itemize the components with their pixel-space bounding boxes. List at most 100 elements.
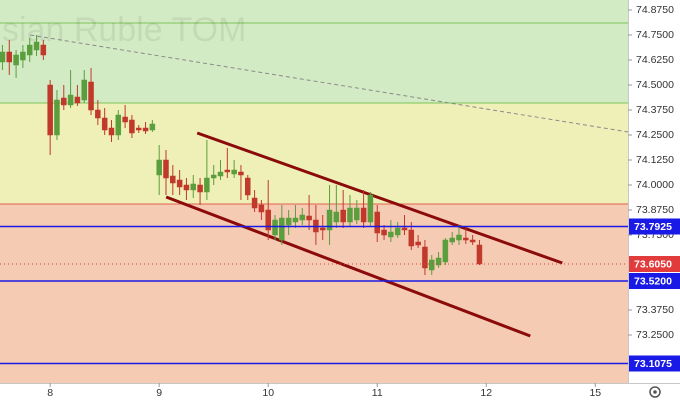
gear[interactable] [649,386,661,398]
candle-body [347,207,353,223]
candle-body [61,97,67,106]
level-label-box [629,273,680,289]
candle-body [401,227,408,231]
candle-body [449,237,455,243]
candle-body [204,177,210,193]
y-tick-label: 74.5000 [636,79,674,91]
candle-body [279,217,285,241]
candle-body [115,114,122,136]
y-tick-label: 73.2500 [636,329,674,341]
level-label-box [629,218,680,235]
candle-body [47,84,53,136]
candle-body [442,239,449,263]
level-label: 73.7925 [634,221,672,233]
candle-body [285,217,292,226]
candle-body [20,51,26,61]
candle-body [408,229,415,247]
candle-body [135,127,142,131]
candle-body [156,159,162,176]
level-label: 73.6050 [634,258,672,270]
candle-body [245,177,251,196]
y-tick-label: 73.3750 [636,304,674,316]
candle-body [210,174,217,179]
candle-body [381,229,387,236]
candle-body [333,211,340,223]
candle-body [319,227,326,231]
candle-body [429,259,435,271]
candle-body [456,234,462,241]
candle-body [415,241,421,246]
candle-body [394,227,401,236]
candle-body [149,123,156,131]
candle-body [374,211,380,234]
candle-body [306,215,312,221]
candle-body [67,94,74,106]
candle-body [224,169,231,173]
x-tick-label: 9 [156,387,162,399]
x-tick-label: 12 [480,387,492,399]
candle-body [170,175,176,184]
x-tick-label: 15 [589,387,601,399]
y-tick-label: 74.3750 [636,104,674,116]
settings-icon[interactable] [649,386,661,398]
candle-body [265,209,271,231]
plot-area: sian Ruble TOM [0,0,629,383]
candle-body [142,127,149,132]
candle-body [422,246,428,269]
candle-body [388,231,394,238]
zone [0,204,628,383]
gear-center[interactable] [653,390,657,394]
candle-body [0,51,6,63]
candle-body [33,41,40,51]
y-tick-label: 74.6250 [636,54,674,66]
candle-body [129,119,135,134]
candle-body [354,207,360,221]
candle-body [217,171,224,177]
candle-body [108,127,115,136]
candle-body [326,209,333,231]
zone [0,103,628,204]
candle-body [360,207,367,223]
candle-body [40,44,47,56]
y-tick-label: 73.8750 [636,204,674,216]
candle-body [272,219,278,236]
candle-body [476,244,483,265]
candle-body [122,116,128,123]
x-tick-label: 10 [262,387,274,399]
candle-body [183,184,190,191]
candle-body [367,194,374,223]
trendline [196,131,563,265]
candle-body [163,159,169,179]
chart-title: sian Ruble TOM [2,11,246,49]
candle-body [190,183,197,191]
candle-body [231,169,237,175]
candle-body [26,44,33,56]
y-tick-label: 74.2500 [636,129,674,141]
x-tick-label: 11 [372,387,383,399]
y-tick-label: 74.7500 [636,29,674,41]
trendline [30,34,629,133]
candle-body [238,171,244,176]
zone [0,0,628,103]
y-tick-label: 74.0000 [636,179,674,191]
candle-body [54,99,60,136]
candle-body [292,217,299,223]
candle-body [435,257,442,266]
x-tick-label: 8 [47,387,53,399]
candle-body [469,239,476,243]
candle-body [299,214,306,221]
candle-body [258,204,265,213]
level-label-box [629,256,680,272]
candle-body [74,96,81,104]
candle-body [197,184,203,193]
candle-body [13,54,19,66]
level-label-box [629,355,680,372]
y-tick-label: 74.8750 [636,4,674,16]
candle-body [176,179,183,188]
level-label: 73.5200 [634,275,672,287]
y-tick-label: 74.1250 [636,154,674,166]
candle-body [101,117,108,131]
candle-body [463,237,469,241]
trendline [165,195,531,338]
